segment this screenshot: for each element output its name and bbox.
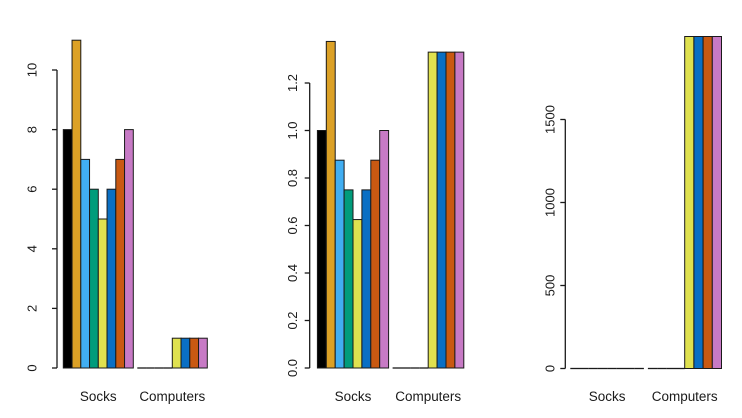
y-tick-label: 0: [542, 365, 557, 372]
y-tick-label: 10: [24, 63, 39, 77]
bar-blue: [693, 36, 704, 369]
x-category-label: Socks: [588, 389, 625, 404]
y-tick-label: 500: [542, 275, 557, 297]
bar-vermillion: [445, 51, 456, 369]
y-tick-label: 0.0: [285, 359, 300, 377]
bar-sky-blue: [80, 158, 91, 369]
bar-yellow: [97, 218, 108, 369]
bar-orchid: [711, 36, 722, 369]
bar-blue: [436, 51, 447, 369]
bar-vermillion: [370, 159, 381, 369]
y-tick-label: 8: [24, 126, 39, 133]
bar-yellow: [683, 36, 695, 369]
y-tick-label: 0.8: [285, 169, 300, 187]
bar-black: [317, 130, 328, 369]
bar-vermillion: [702, 36, 713, 369]
bar-vermillion: [115, 158, 126, 369]
bar-bluish-green: [343, 189, 354, 369]
bar-blue: [180, 337, 191, 369]
y-tick-label: 0.2: [285, 311, 300, 329]
y-tick-label: 4: [24, 245, 39, 252]
bar-bluish-green: [89, 188, 99, 369]
x-category-label: Computers: [396, 389, 462, 404]
bar-orange: [71, 39, 82, 369]
bar-orange: [326, 40, 337, 369]
bar-chart-1: 0 2 4 6 8 10 Socks Computers: [0, 0, 248, 418]
bar-orchid: [454, 51, 465, 369]
bar-yellow: [352, 219, 363, 369]
bar-blue: [106, 188, 117, 369]
y-tick-label: 1000: [542, 188, 557, 217]
bar-blue: [361, 189, 372, 369]
bar-yellow: [428, 51, 438, 369]
bar-chart-3: 0 500 1000 1500 Socks Computers: [494, 0, 742, 418]
bar-sky-blue: [335, 159, 345, 369]
bar-orchid: [379, 130, 390, 369]
x-category-label: Socks: [335, 389, 372, 404]
x-category-label: Computers: [139, 389, 205, 404]
y-tick-label: 2: [24, 305, 39, 312]
x-category-label: Computers: [651, 389, 717, 404]
bar-yellow: [171, 337, 182, 369]
bar-orchid: [198, 337, 208, 369]
y-tick-label: 0.6: [285, 216, 300, 234]
y-tick-label: 1.0: [285, 121, 300, 139]
y-tick-label: 1.2: [285, 74, 300, 92]
y-tick-label: 0: [24, 364, 39, 371]
bar-chart-2: 0.0 0.2 0.4 0.6 0.8 1.0 1.2 Socks Computers: [247, 0, 495, 418]
y-tick-label: 1500: [542, 105, 557, 134]
bar-orchid: [124, 129, 134, 369]
bar-black: [62, 129, 73, 369]
y-tick-label: 0.4: [285, 264, 300, 282]
x-category-label: Socks: [80, 389, 117, 404]
bar-vermillion: [189, 337, 200, 369]
y-tick-label: 6: [24, 186, 39, 193]
